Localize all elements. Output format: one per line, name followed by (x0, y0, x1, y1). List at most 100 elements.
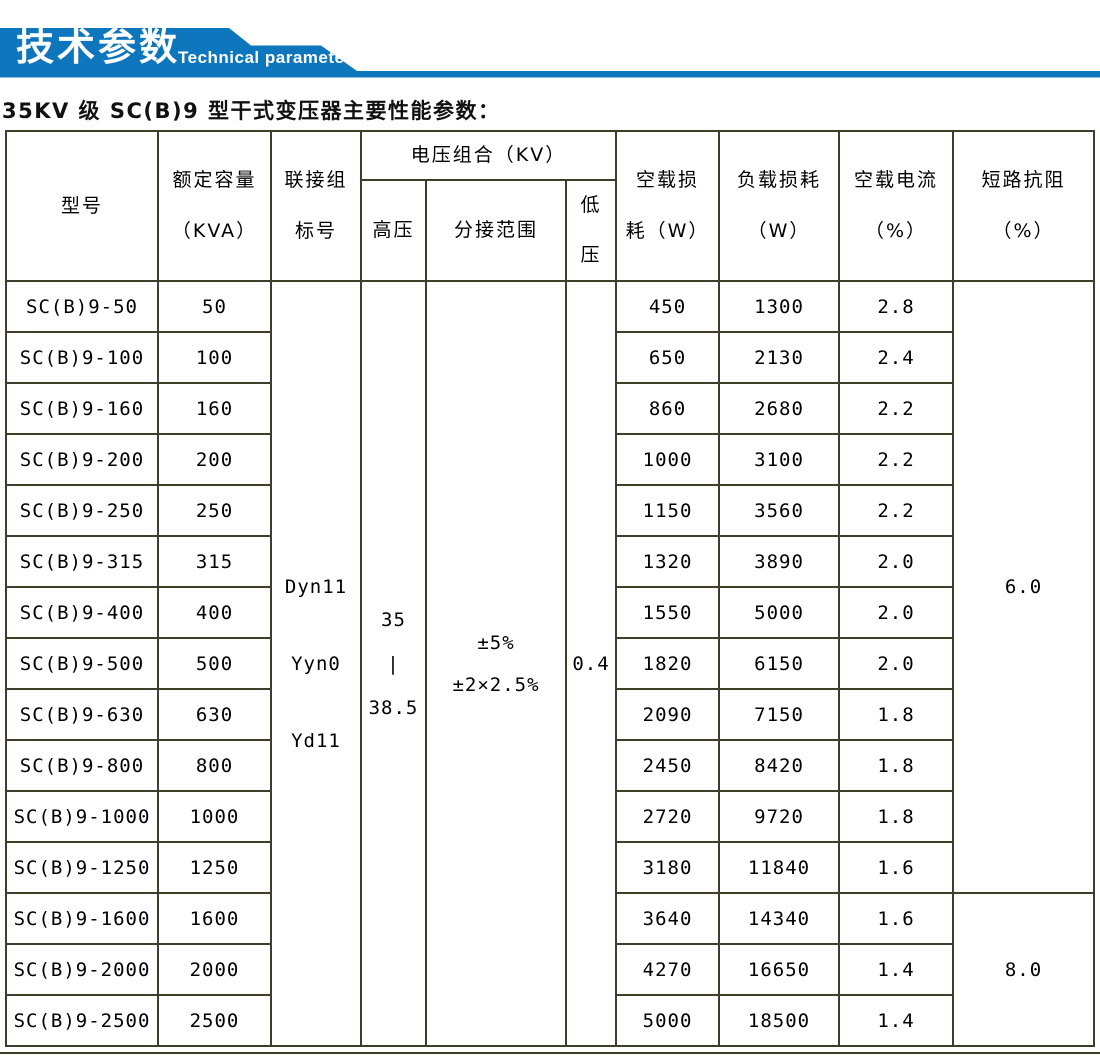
cell-capacity: 2500 (157, 994, 272, 1047)
col-header-impedance: 短路抗阻 （%） (952, 130, 1096, 282)
high-voltage-line3: 38.5 (368, 696, 419, 719)
col-header-low-voltage-line1: 低 (580, 193, 602, 216)
cell-no-load-current: 1.6 (838, 841, 955, 894)
cell-model: SC(B)9-200 (5, 433, 159, 486)
col-header-load-loss-line1: 负载损耗 (737, 169, 822, 192)
cell-model: SC(B)9-50 (5, 280, 159, 333)
cell-no-load-loss: 860 (615, 382, 721, 435)
cell-no-load-loss: 4270 (615, 943, 721, 996)
table-row: SC(B)9-800 800 2450 8420 1.8 (5, 739, 1094, 792)
cell-model: SC(B)9-800 (5, 739, 159, 792)
col-header-no-load-current: 空载电流 （%） (838, 130, 955, 282)
cell-model: SC(B)9-630 (5, 688, 159, 741)
cell-model: SC(B)9-2500 (5, 994, 159, 1047)
cell-capacity: 500 (157, 637, 272, 690)
cell-load-loss: 2130 (718, 331, 841, 384)
col-header-low-voltage-line2: 压 (580, 244, 602, 267)
cell-no-load-loss: 1320 (615, 535, 721, 588)
banner-shape (0, 28, 1100, 78)
cell-model: SC(B)9-400 (5, 586, 159, 639)
cell-no-load-loss: 1820 (615, 637, 721, 690)
table-row: SC(B)9-200 200 1000 3100 2.2 (5, 433, 1094, 486)
high-voltage-line2: | (387, 652, 400, 675)
cell-load-loss: 7150 (718, 688, 841, 741)
cell-no-load-loss: 2090 (615, 688, 721, 741)
col-header-rated-capacity-line1: 额定容量 (172, 169, 257, 192)
col-header-connection-group: 联接组 标号 (270, 130, 362, 282)
col-header-no-load-loss-line2: 耗（W） (625, 220, 710, 242)
table-row: SC(B)9-1000 1000 2720 9720 1.8 (5, 790, 1094, 843)
cell-load-loss: 11840 (718, 841, 841, 894)
col-header-voltage-combination: 电压组合（KV） (359, 130, 618, 181)
cell-load-loss: 6150 (718, 637, 841, 690)
col-header-no-load-loss: 空载损 耗（W） (615, 130, 721, 282)
cell-tap-range-merged: ±5% ±2×2.5% (425, 280, 567, 1047)
table-row: SC(B)9-250 250 1150 3560 2.2 (5, 484, 1094, 537)
cell-no-load-current: 2.2 (838, 433, 955, 486)
col-header-impedance-line1: 短路抗阻 (981, 169, 1066, 192)
cell-capacity: 800 (157, 739, 272, 792)
cell-load-loss: 16650 (718, 943, 841, 996)
page-title: 35KV 级 SC(B)9 型干式变压器主要性能参数： (2, 99, 501, 123)
cell-no-load-loss: 450 (615, 280, 721, 333)
cell-no-load-loss: 5000 (615, 994, 721, 1047)
col-header-load-loss: 负载损耗 （W） (718, 130, 841, 282)
table-row: SC(B)9-2500 2500 5000 18500 1.4 (5, 994, 1094, 1047)
cell-no-load-current: 1.6 (838, 892, 955, 945)
cell-no-load-current: 2.0 (838, 637, 955, 690)
cell-capacity: 1000 (157, 790, 272, 843)
header-row-top: 型号 额定容量 （KVA） 联接组 标号 电压组合（KV） 空载损 耗（W） 负… (5, 130, 1096, 282)
table-row: SC(B)9-400 400 1550 5000 2.0 (5, 586, 1094, 639)
table-row: SC(B)9-500 500 1820 6150 2.0 (5, 637, 1094, 690)
cell-high-voltage-merged: 35 | 38.5 (360, 280, 427, 1047)
col-header-no-load-current-line1: 空载电流 (854, 169, 939, 192)
cell-model: SC(B)9-100 (5, 331, 159, 384)
col-header-tap-range: 分接范围 (425, 178, 567, 283)
cell-model: SC(B)9-1600 (5, 892, 159, 945)
col-header-no-load-loss-line1: 空载损 (636, 169, 700, 192)
banner-subtitle: Technical parameter (178, 48, 352, 67)
cell-model: SC(B)9-160 (5, 382, 159, 435)
cell-load-loss: 3560 (718, 484, 841, 537)
header-row-sub: 高压 分接范围 低 压 (6, 178, 1094, 283)
cell-no-load-loss: 3180 (615, 841, 721, 894)
col-header-load-loss-line2: （W） (747, 220, 811, 242)
col-header-model: 型号 (5, 130, 159, 282)
cell-load-loss: 18500 (718, 994, 841, 1047)
cell-capacity: 250 (157, 484, 272, 537)
cell-load-loss: 2680 (718, 382, 841, 435)
cell-load-loss: 8420 (718, 739, 841, 792)
cell-low-voltage-merged: 0.4 (564, 280, 618, 1047)
cell-no-load-loss: 1150 (615, 484, 721, 537)
cell-no-load-current: 1.8 (838, 739, 955, 792)
cell-load-loss: 9720 (718, 790, 841, 843)
connection-group-dyn11: Dyn11 (284, 575, 348, 598)
cell-no-load-current: 2.2 (838, 484, 955, 537)
cell-capacity: 315 (157, 535, 272, 588)
cell-load-loss: 3100 (718, 433, 841, 486)
col-header-no-load-current-line2: （%） (864, 220, 928, 242)
cell-load-loss: 3890 (718, 535, 841, 588)
high-voltage-line1: 35 (381, 608, 406, 631)
col-header-low-voltage: 低 压 (564, 178, 618, 283)
cell-no-load-loss: 2720 (615, 790, 721, 843)
cell-model: SC(B)9-1000 (5, 790, 159, 843)
cell-no-load-current: 2.0 (838, 535, 955, 588)
cell-capacity: 1600 (157, 892, 272, 945)
col-header-impedance-line2: （%） (992, 220, 1055, 242)
connection-group-yyn0: Yyn0 (291, 652, 341, 675)
banner-title: 技术参数 (16, 25, 181, 69)
col-header-high-voltage: 高压 (360, 178, 427, 283)
cell-capacity: 630 (157, 688, 272, 741)
col-header-connection-group-line1: 联接组 (284, 169, 348, 192)
cell-no-load-loss: 1000 (615, 433, 721, 486)
cell-no-load-current: 1.4 (838, 994, 955, 1047)
cell-no-load-current: 2.4 (838, 331, 955, 384)
bottom-divider (0, 1052, 1100, 1054)
col-header-connection-group-line2: 标号 (294, 220, 337, 242)
cell-impedance-merged-6: 6.0 (952, 280, 1096, 894)
cell-load-loss: 5000 (718, 586, 841, 639)
cell-capacity: 160 (157, 382, 272, 435)
cell-capacity: 100 (157, 331, 272, 384)
tap-range-line1: ±5% (477, 631, 515, 654)
